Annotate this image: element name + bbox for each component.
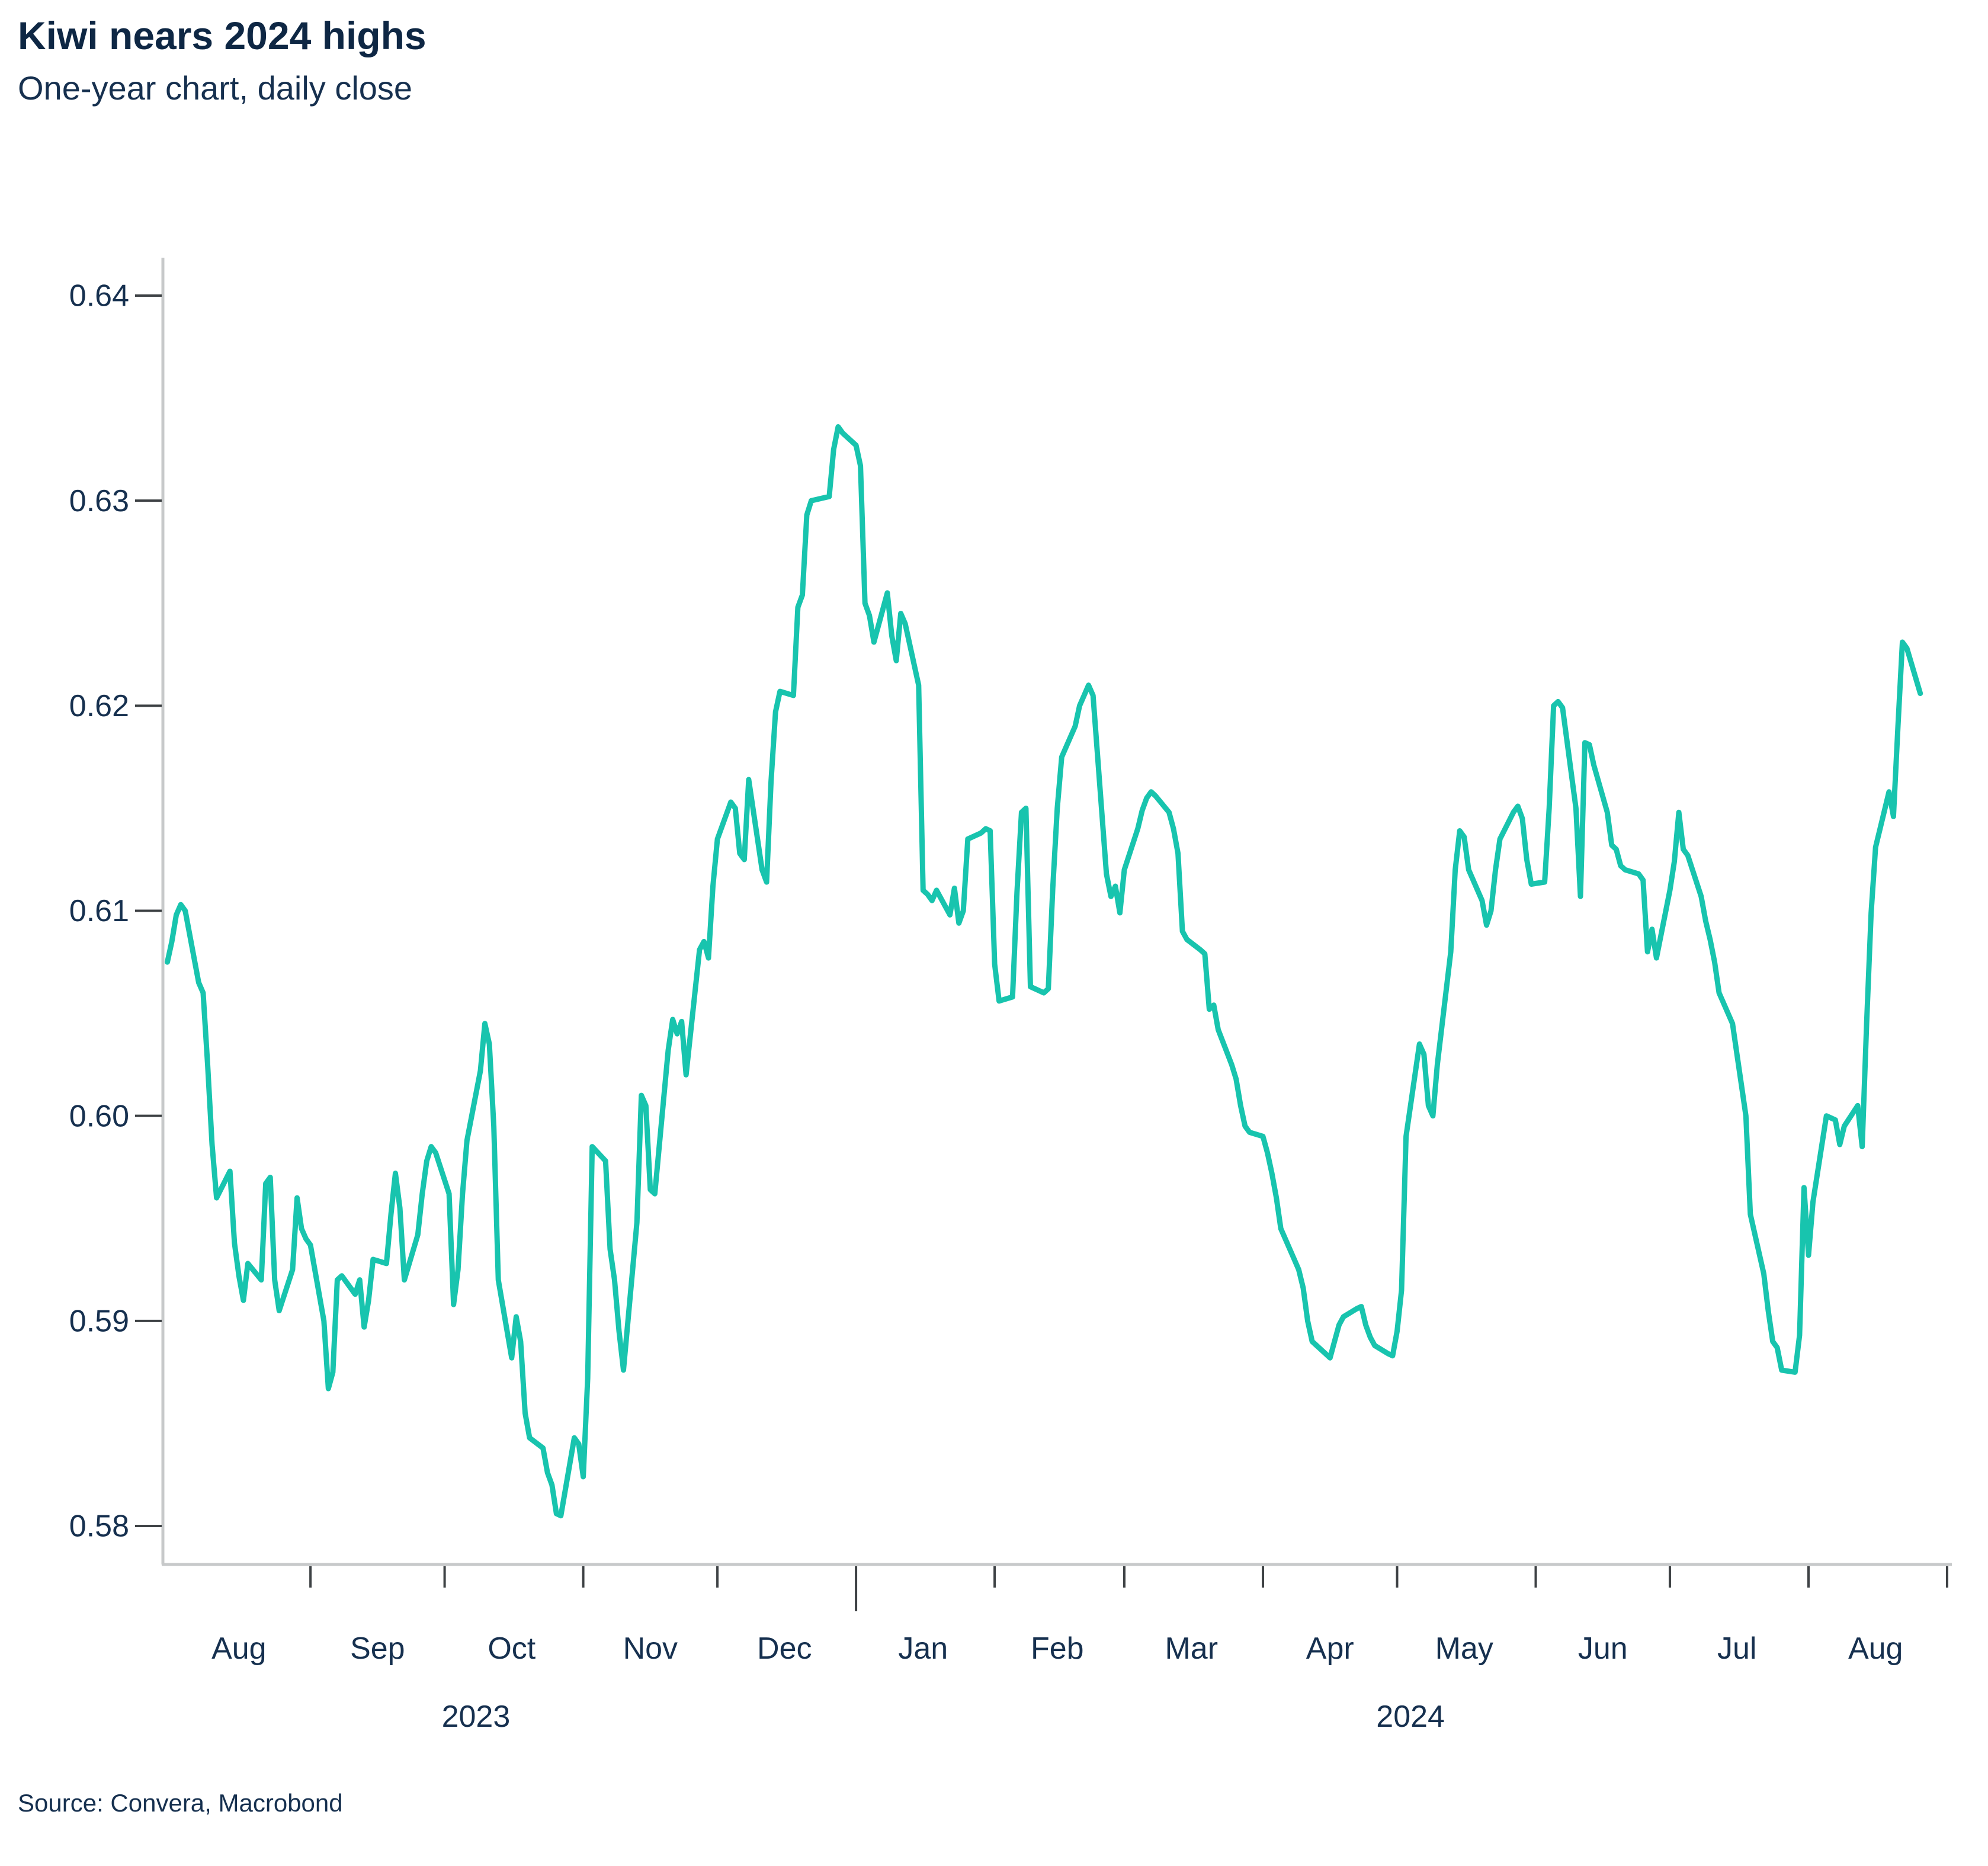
x-month-label: Dec [757,1631,812,1666]
y-tick-label: 0.64 [69,279,129,313]
x-month-label: Feb [1031,1631,1084,1666]
y-tick-label: 0.63 [69,484,129,518]
x-month-label: Apr [1306,1631,1354,1666]
data-line [165,424,1923,1519]
chart-subtitle: One-year chart, daily close [18,69,413,107]
y-tick-label: 0.62 [69,689,129,723]
x-month-label: Aug [211,1631,267,1666]
y-tick-label: 0.61 [69,894,129,928]
x-month-label: Oct [488,1631,536,1666]
x-month-label: Nov [623,1631,678,1666]
chart-header: Kiwi nears 2024 highs One-year chart, da… [18,13,427,107]
y-tick-label: 0.59 [69,1304,129,1339]
chart-title: Kiwi nears 2024 highs [18,14,427,57]
x-month-label: Sep [350,1631,405,1666]
x-month-label: Jun [1578,1631,1628,1666]
y-tick-label: 0.58 [69,1509,129,1544]
x-month-label: Aug [1848,1631,1903,1666]
x-month-label: Mar [1165,1631,1218,1666]
x-year-label: 2023 [442,1700,511,1734]
x-month-label: May [1435,1631,1493,1666]
source-note: Source: Convera, Macrobond [18,1789,343,1817]
y-tick-label: 0.60 [69,1099,129,1133]
x-year-label: 2024 [1376,1700,1445,1734]
x-month-label: Jan [898,1631,948,1666]
x-month-label: Jul [1717,1631,1756,1666]
